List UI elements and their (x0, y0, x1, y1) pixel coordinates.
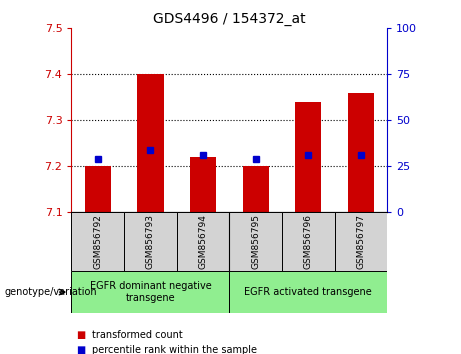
Text: genotype/variation: genotype/variation (5, 287, 97, 297)
Text: GSM856795: GSM856795 (251, 214, 260, 269)
FancyBboxPatch shape (71, 271, 229, 313)
FancyBboxPatch shape (229, 212, 282, 271)
Bar (348, 93, 374, 212)
Text: GSM856796: GSM856796 (304, 214, 313, 269)
FancyBboxPatch shape (177, 212, 229, 271)
Text: percentile rank within the sample: percentile rank within the sample (92, 346, 257, 354)
Title: GDS4496 / 154372_at: GDS4496 / 154372_at (153, 12, 306, 26)
Text: ■: ■ (76, 330, 85, 339)
Bar (137, 74, 164, 212)
Text: GSM856793: GSM856793 (146, 214, 155, 269)
Text: GSM856797: GSM856797 (356, 214, 366, 269)
Bar (85, 166, 111, 212)
FancyBboxPatch shape (335, 212, 387, 271)
Bar (242, 166, 269, 212)
Text: ■: ■ (76, 346, 85, 354)
FancyBboxPatch shape (282, 212, 335, 271)
Text: GSM856792: GSM856792 (93, 214, 102, 269)
FancyBboxPatch shape (71, 212, 124, 271)
Text: EGFR dominant negative
transgene: EGFR dominant negative transgene (89, 281, 211, 303)
Text: EGFR activated transgene: EGFR activated transgene (244, 287, 372, 297)
Text: GSM856794: GSM856794 (199, 214, 207, 269)
Text: transformed count: transformed count (92, 330, 183, 339)
FancyBboxPatch shape (124, 212, 177, 271)
Bar (190, 157, 216, 212)
Bar (295, 102, 321, 212)
FancyBboxPatch shape (229, 271, 414, 313)
